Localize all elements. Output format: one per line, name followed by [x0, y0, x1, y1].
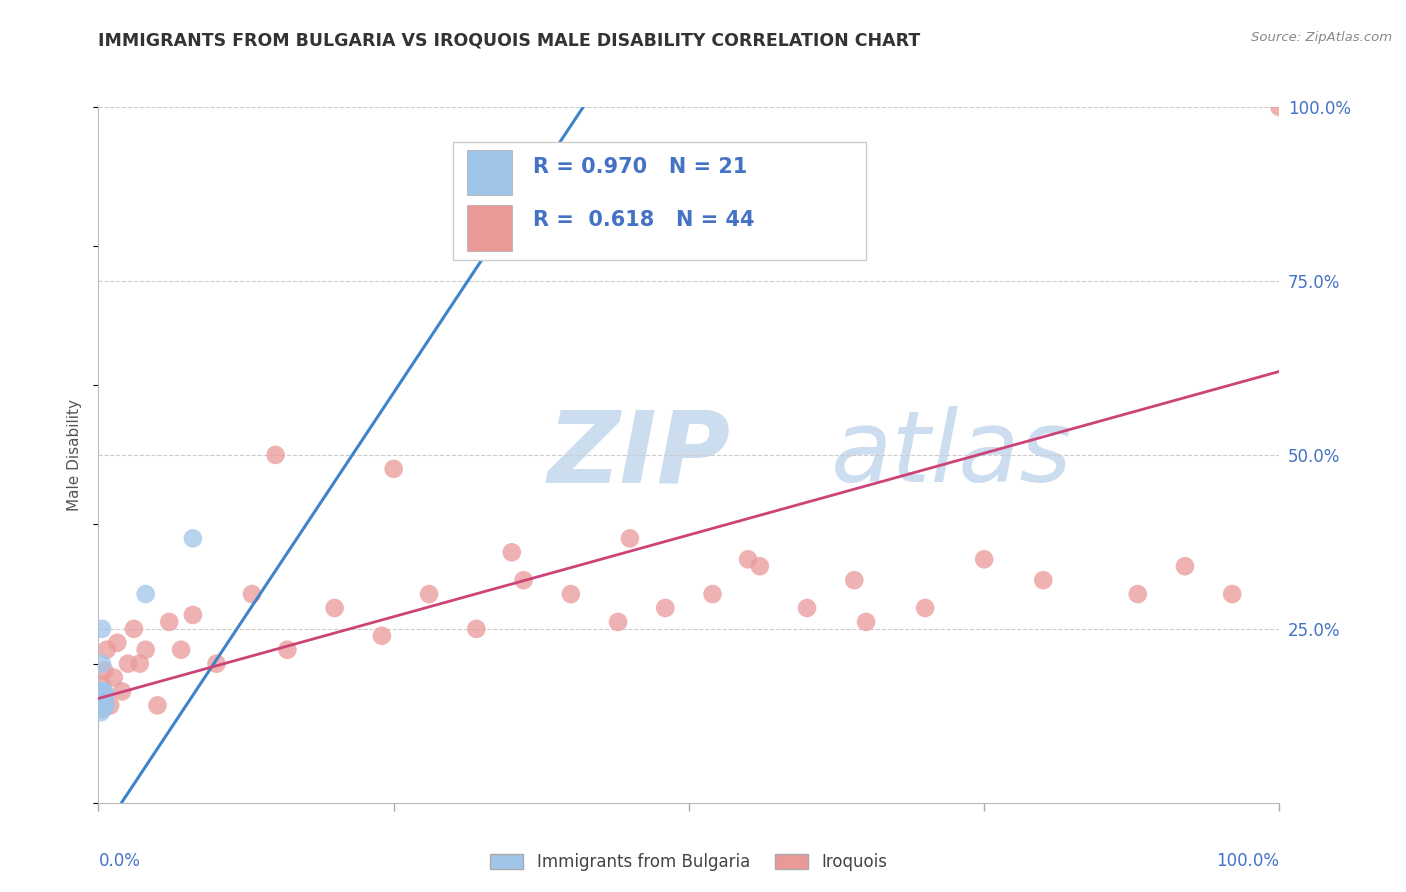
Point: [264, 448, 287, 462]
Point: [103, 671, 125, 685]
Point: [98, 698, 121, 713]
Point: [91, 698, 114, 713]
Point: [276, 642, 298, 657]
Point: [135, 587, 157, 601]
Point: [91, 684, 114, 698]
Point: [96, 642, 118, 657]
Point: [418, 587, 440, 601]
Point: [323, 601, 346, 615]
Point: [619, 532, 641, 546]
Point: [1126, 587, 1149, 601]
Point: [93, 691, 115, 706]
Point: [855, 615, 877, 629]
Point: [382, 462, 405, 476]
Point: [91, 684, 114, 698]
Text: Source: ZipAtlas.com: Source: ZipAtlas.com: [1251, 31, 1392, 45]
Point: [91, 657, 114, 671]
Legend: Immigrants from Bulgaria, Iroquois: Immigrants from Bulgaria, Iroquois: [484, 847, 894, 878]
Point: [128, 657, 150, 671]
Point: [1032, 573, 1054, 587]
Point: [1174, 559, 1197, 574]
Point: [181, 532, 204, 546]
Point: [89, 698, 111, 713]
Point: [914, 601, 936, 615]
Point: [465, 622, 488, 636]
Point: [105, 636, 128, 650]
Point: [93, 698, 115, 713]
Point: [94, 688, 117, 702]
Point: [135, 642, 157, 657]
Point: [181, 607, 204, 622]
Point: [91, 702, 114, 716]
Point: [702, 587, 724, 601]
Text: ZIP: ZIP: [547, 407, 730, 503]
Point: [157, 615, 180, 629]
Text: R =  0.618   N = 44: R = 0.618 N = 44: [533, 211, 755, 230]
Bar: [467, 205, 512, 251]
Text: 0.0%: 0.0%: [98, 852, 141, 870]
Point: [1220, 587, 1243, 601]
Point: [170, 642, 193, 657]
Point: [371, 629, 394, 643]
Bar: [453, 142, 866, 260]
Point: [90, 684, 112, 698]
Point: [146, 698, 169, 713]
Point: [91, 691, 114, 706]
Text: IMMIGRANTS FROM BULGARIA VS IROQUOIS MALE DISABILITY CORRELATION CHART: IMMIGRANTS FROM BULGARIA VS IROQUOIS MAL…: [98, 31, 921, 49]
Point: [796, 601, 818, 615]
Point: [205, 657, 228, 671]
Point: [91, 688, 114, 702]
Text: atlas: atlas: [831, 407, 1073, 503]
Point: [91, 677, 114, 691]
Point: [844, 573, 866, 587]
Point: [748, 559, 770, 574]
Point: [90, 691, 112, 706]
Point: [737, 552, 759, 566]
Point: [90, 706, 112, 720]
Point: [1268, 100, 1291, 114]
Point: [93, 684, 115, 698]
Point: [94, 698, 117, 713]
Point: [91, 702, 114, 716]
Point: [117, 657, 139, 671]
Point: [607, 615, 630, 629]
Point: [560, 587, 582, 601]
Point: [89, 695, 111, 709]
Point: [122, 622, 145, 636]
Point: [93, 664, 115, 678]
Point: [654, 601, 676, 615]
Point: [111, 684, 134, 698]
Point: [240, 587, 263, 601]
Point: [512, 573, 534, 587]
Point: [91, 622, 114, 636]
Y-axis label: Male Disability: Male Disability: [67, 399, 83, 511]
Bar: [467, 150, 512, 195]
Point: [973, 552, 995, 566]
Point: [89, 691, 111, 706]
Point: [501, 545, 523, 559]
Text: R = 0.970   N = 21: R = 0.970 N = 21: [533, 157, 748, 178]
Text: 100.0%: 100.0%: [1216, 852, 1279, 870]
